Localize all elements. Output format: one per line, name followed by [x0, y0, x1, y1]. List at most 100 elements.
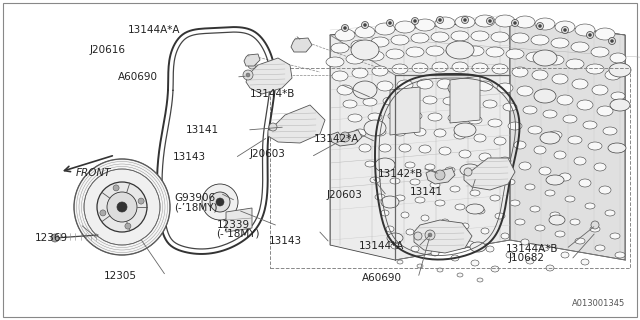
Ellipse shape	[435, 200, 445, 206]
Text: G93906: G93906	[174, 193, 215, 204]
Ellipse shape	[571, 42, 589, 52]
Circle shape	[591, 221, 599, 229]
Polygon shape	[330, 130, 362, 146]
Ellipse shape	[506, 252, 514, 258]
Ellipse shape	[421, 215, 429, 221]
Ellipse shape	[386, 49, 404, 59]
Ellipse shape	[563, 115, 577, 123]
Ellipse shape	[461, 223, 469, 229]
Text: 13141: 13141	[186, 124, 219, 135]
Circle shape	[425, 230, 435, 240]
Ellipse shape	[539, 167, 551, 175]
Ellipse shape	[460, 164, 480, 176]
Ellipse shape	[555, 231, 565, 237]
Circle shape	[125, 223, 131, 229]
Ellipse shape	[391, 243, 399, 249]
Ellipse shape	[454, 131, 466, 139]
Ellipse shape	[431, 250, 439, 256]
Circle shape	[344, 27, 346, 29]
Ellipse shape	[581, 259, 589, 265]
Ellipse shape	[412, 63, 428, 73]
Polygon shape	[414, 220, 472, 253]
Ellipse shape	[408, 112, 422, 120]
Ellipse shape	[351, 40, 369, 50]
Ellipse shape	[394, 128, 406, 136]
Ellipse shape	[590, 226, 600, 232]
Ellipse shape	[486, 246, 494, 252]
Text: A60690: A60690	[118, 72, 159, 82]
Ellipse shape	[533, 50, 557, 66]
Ellipse shape	[354, 129, 366, 137]
Text: 13142*B: 13142*B	[378, 169, 423, 180]
Ellipse shape	[570, 219, 580, 225]
Circle shape	[589, 34, 591, 36]
Ellipse shape	[530, 206, 540, 212]
Ellipse shape	[401, 212, 409, 218]
Ellipse shape	[474, 134, 486, 142]
Ellipse shape	[435, 17, 455, 29]
Ellipse shape	[391, 35, 409, 45]
Circle shape	[428, 233, 432, 237]
Circle shape	[210, 192, 230, 212]
Circle shape	[74, 159, 170, 255]
Circle shape	[388, 21, 392, 25]
Text: 12369: 12369	[35, 233, 68, 244]
Polygon shape	[450, 76, 480, 123]
Ellipse shape	[326, 57, 344, 67]
Ellipse shape	[583, 121, 597, 129]
Ellipse shape	[566, 59, 584, 69]
Ellipse shape	[430, 182, 440, 188]
Circle shape	[248, 61, 256, 69]
Ellipse shape	[332, 71, 348, 81]
Text: 13144*A: 13144*A	[358, 241, 404, 251]
Ellipse shape	[390, 178, 400, 184]
Circle shape	[561, 27, 568, 34]
Ellipse shape	[452, 62, 468, 72]
Ellipse shape	[377, 81, 393, 91]
Ellipse shape	[511, 33, 529, 43]
Ellipse shape	[368, 113, 382, 121]
Ellipse shape	[434, 129, 446, 137]
Ellipse shape	[397, 260, 403, 264]
Ellipse shape	[534, 146, 546, 154]
Ellipse shape	[448, 80, 472, 96]
Ellipse shape	[381, 210, 389, 216]
Ellipse shape	[546, 265, 554, 271]
Circle shape	[609, 37, 616, 44]
Ellipse shape	[455, 204, 465, 210]
Ellipse shape	[437, 268, 443, 272]
Text: FRONT: FRONT	[76, 168, 111, 179]
Ellipse shape	[372, 66, 388, 76]
Ellipse shape	[526, 258, 534, 264]
Ellipse shape	[410, 179, 420, 185]
Text: A60690: A60690	[362, 273, 402, 284]
Ellipse shape	[514, 141, 526, 149]
Circle shape	[342, 25, 349, 31]
Ellipse shape	[505, 179, 515, 185]
Circle shape	[488, 20, 492, 22]
Ellipse shape	[357, 83, 373, 93]
Ellipse shape	[454, 123, 476, 137]
Ellipse shape	[543, 110, 557, 118]
Ellipse shape	[399, 144, 411, 152]
Ellipse shape	[508, 122, 522, 130]
Circle shape	[463, 19, 467, 21]
Ellipse shape	[586, 64, 604, 74]
Ellipse shape	[549, 215, 565, 225]
Ellipse shape	[411, 246, 419, 252]
Ellipse shape	[486, 47, 504, 57]
Text: 13144*B: 13144*B	[250, 89, 295, 100]
Circle shape	[513, 21, 516, 25]
Ellipse shape	[457, 273, 463, 277]
Ellipse shape	[545, 190, 555, 196]
Circle shape	[84, 169, 160, 245]
Ellipse shape	[494, 137, 506, 145]
Ellipse shape	[499, 157, 511, 165]
Ellipse shape	[471, 260, 479, 266]
Ellipse shape	[348, 114, 362, 122]
Ellipse shape	[608, 143, 626, 153]
Circle shape	[538, 25, 541, 28]
Ellipse shape	[451, 31, 469, 41]
Circle shape	[269, 123, 277, 131]
Polygon shape	[330, 20, 510, 260]
